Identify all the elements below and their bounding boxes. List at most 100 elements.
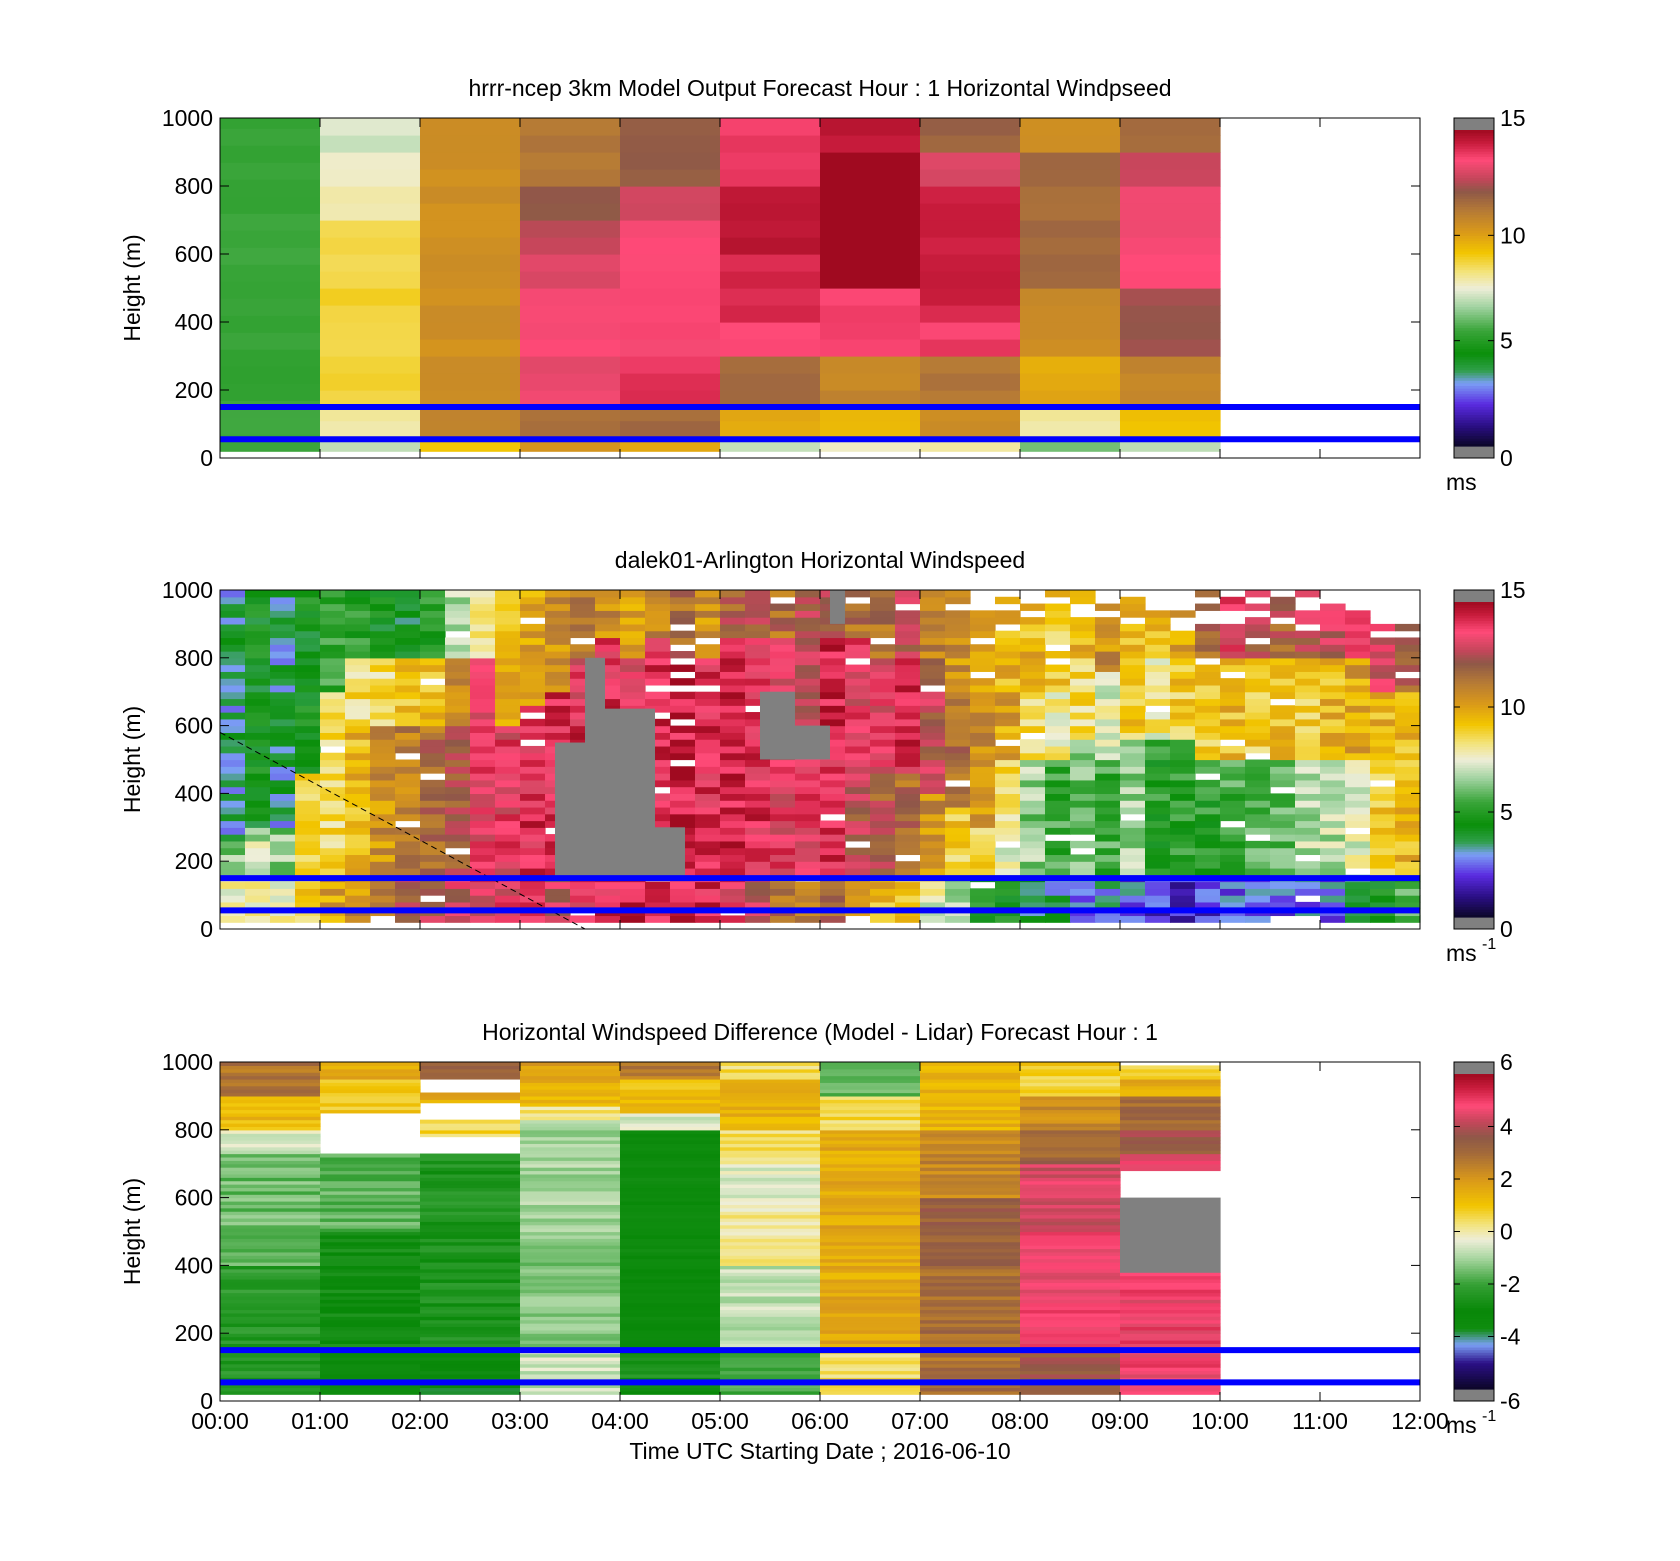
heatmap-cell <box>1020 1231 1121 1236</box>
heatmap-cell <box>720 745 746 754</box>
heatmap-cell <box>695 759 721 767</box>
heatmap-cell <box>695 786 721 794</box>
heatmap-cell <box>1220 867 1246 876</box>
heatmap-cell <box>320 1373 421 1378</box>
heatmap-cell <box>745 590 771 598</box>
heatmap-cell <box>520 1129 621 1134</box>
heatmap-cell <box>520 1228 621 1233</box>
heatmap-cell <box>1045 867 1071 876</box>
heatmap-cell <box>720 1082 821 1087</box>
colorbar-band <box>1454 216 1494 221</box>
heatmap-cell <box>620 1204 721 1209</box>
heatmap-cell <box>1245 915 1271 923</box>
heatmap-cell <box>795 657 821 666</box>
heatmap-cell <box>320 1224 421 1229</box>
heatmap-cell <box>420 1211 521 1216</box>
heatmap-cell <box>720 1241 821 1246</box>
heatmap-cell <box>645 745 671 754</box>
heatmap-cell <box>320 698 346 706</box>
heatmap-cell <box>1120 1390 1221 1395</box>
heatmap-cell <box>495 671 521 679</box>
heatmap-cell <box>820 1343 921 1348</box>
heatmap-cell <box>1395 657 1421 666</box>
heatmap-cell <box>420 725 446 733</box>
heatmap-cell <box>320 1173 421 1178</box>
heatmap-cell <box>420 1262 521 1266</box>
heatmap-cell <box>1120 271 1221 289</box>
heatmap-cell <box>1370 800 1396 808</box>
heatmap-cell <box>920 1228 1021 1233</box>
heatmap-cell <box>520 644 546 652</box>
heatmap-cell <box>395 691 421 700</box>
heatmap-cell <box>470 901 496 910</box>
heatmap-cell <box>1020 1078 1121 1083</box>
heatmap-cell <box>420 1180 521 1185</box>
colorbar-band <box>1454 662 1494 666</box>
heatmap-cell <box>1020 1289 1121 1294</box>
heatmap-cell <box>420 1251 521 1256</box>
heatmap-cell <box>1120 610 1146 618</box>
heatmap-cell <box>1220 705 1246 713</box>
heatmap-cell <box>620 698 646 706</box>
heatmap-cell <box>820 1292 921 1297</box>
heatmap-cell <box>645 888 671 896</box>
heatmap-cell <box>620 1119 721 1124</box>
colorbar-band <box>1454 641 1494 645</box>
heatmap-cell <box>220 1387 321 1392</box>
heatmap-cell <box>1145 725 1171 733</box>
no-data-region <box>830 590 845 624</box>
heatmap-cell <box>245 657 271 666</box>
heatmap-cell <box>920 1139 1021 1144</box>
colorbar-underflow-swatch <box>1454 1389 1494 1401</box>
heatmap-cell <box>795 806 821 815</box>
colorbar-band <box>1454 438 1494 442</box>
heatmap-cell <box>420 1129 521 1134</box>
chart-title: dalek01-Arlington Horizontal Windspeed <box>615 547 1025 573</box>
heatmap-cell <box>595 915 621 923</box>
heatmap-cell <box>520 590 546 598</box>
heatmap-cell <box>1020 1160 1121 1165</box>
heatmap-cell <box>820 684 846 693</box>
heatmap-cell <box>1020 1333 1121 1338</box>
heatmap-cell <box>570 651 596 659</box>
heatmap-cell <box>995 610 1021 618</box>
heatmap-cell <box>320 1089 421 1094</box>
heatmap-cell <box>820 1336 921 1341</box>
heatmap-cell <box>420 1282 521 1287</box>
heatmap-cell <box>920 1126 1021 1131</box>
heatmap-cell <box>920 1343 1021 1348</box>
heatmap-cell <box>845 867 871 876</box>
heatmap-cell <box>920 186 1021 204</box>
heatmap-cell <box>545 712 571 720</box>
heatmap-cell <box>1070 813 1096 822</box>
heatmap-cell <box>695 840 721 849</box>
heatmap-cell <box>1095 698 1121 706</box>
heatmap-cell <box>1020 779 1046 788</box>
heatmap-cell <box>920 847 946 856</box>
heatmap-cell <box>620 1292 721 1297</box>
heatmap-cell <box>620 671 646 679</box>
heatmap-cell <box>1320 651 1346 659</box>
heatmap-cell <box>820 1323 921 1328</box>
heatmap-cell <box>670 901 696 910</box>
heatmap-cell <box>245 718 271 727</box>
colorbar-band <box>1454 1158 1494 1162</box>
heatmap-cell <box>1345 732 1371 740</box>
heatmap-cell <box>345 718 371 727</box>
heatmap-cell <box>820 1075 921 1080</box>
heatmap-cell <box>345 867 371 876</box>
heatmap-cell <box>520 1146 621 1151</box>
heatmap-cell <box>420 1119 521 1124</box>
heatmap-cell <box>820 1248 921 1253</box>
heatmap-cell <box>820 1197 921 1202</box>
heatmap-cell <box>595 637 621 645</box>
heatmap-cell <box>1195 725 1221 733</box>
heatmap-cell <box>620 1306 721 1311</box>
heatmap-cell <box>320 1207 421 1212</box>
heatmap-cell <box>320 915 346 923</box>
colorbar-band <box>1454 1118 1494 1122</box>
heatmap-cell <box>220 1211 321 1216</box>
heatmap-cell <box>245 637 271 645</box>
colorbar-tick-label: 10 <box>1500 694 1526 720</box>
heatmap-cell <box>920 1133 1021 1138</box>
